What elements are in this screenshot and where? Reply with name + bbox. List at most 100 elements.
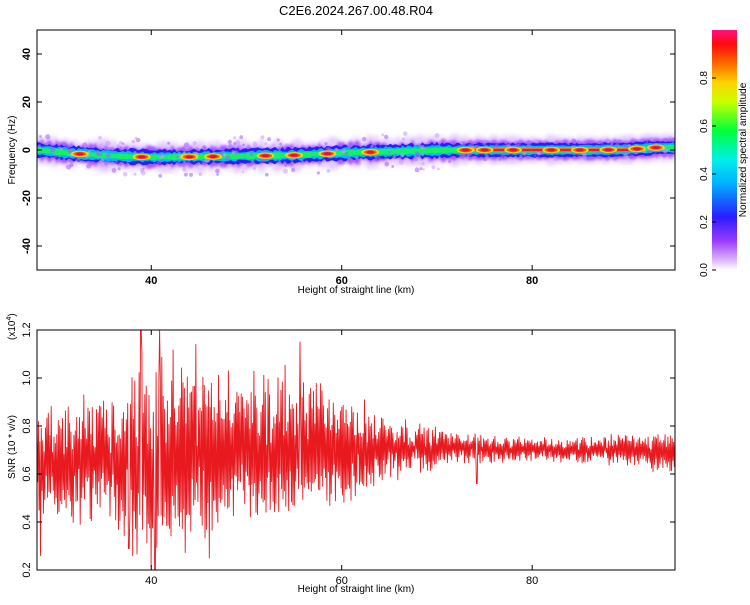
heatmap-speck <box>50 147 56 153</box>
heatmap-speck <box>628 143 631 147</box>
heatmap-speck <box>583 157 587 160</box>
y-tick-label: 0.4 <box>21 514 33 529</box>
heatmap-speck <box>500 154 506 159</box>
heatmap-speck <box>105 140 111 146</box>
heatmap-speck <box>276 138 280 142</box>
heatmap-speck <box>233 142 237 146</box>
heatmap-speck <box>75 157 81 163</box>
heatmap-peak-red <box>290 153 299 157</box>
heatmap-speck <box>83 145 87 149</box>
spectrogram-panel: 40 60 80 -40 -20 0 20 40 Height of straight li… <box>7 29 676 296</box>
heatmap-speck <box>649 137 654 142</box>
heatmap-speck <box>260 135 265 140</box>
heatmap-speck <box>413 157 419 162</box>
heatmap-speck <box>182 167 187 172</box>
snr-panel: 40 60 80 0.2 0.4 0.6 0.8 1.0 1.2 Height of stra… <box>6 313 676 595</box>
heatmap-speck <box>111 168 117 173</box>
heatmap-peak-red <box>366 150 375 154</box>
snr-scale-label: (x104) <box>6 313 18 340</box>
heatmap-speck <box>190 165 194 169</box>
heatmap-speck <box>361 136 367 142</box>
heatmap-speck <box>377 142 380 146</box>
heatmap-peak-red <box>509 148 518 152</box>
heatmap-speck <box>459 153 465 159</box>
heatmap-speck <box>116 144 121 149</box>
heatmap-speck <box>434 133 440 139</box>
heatmap-speck <box>183 172 188 177</box>
heatmap-peak-red <box>461 148 470 152</box>
x-tick-label: 60 <box>336 575 348 587</box>
snr-scale-factor: (x104) <box>6 313 18 340</box>
heatmap-speck <box>239 135 244 140</box>
heatmap-speck <box>672 149 675 155</box>
x-tick-label: 80 <box>526 275 538 287</box>
heatmap-speck <box>553 157 557 162</box>
heatmap-speck <box>571 138 576 144</box>
spectrogram-y-axis-label: Frequency (Hz) <box>7 116 18 185</box>
heatmap-speck <box>448 159 452 163</box>
y-tick-label: 40 <box>21 48 33 60</box>
heatmap-speck <box>610 142 614 146</box>
heatmap-speck <box>98 135 102 140</box>
heatmap-speck <box>117 167 121 171</box>
heatmap-speck <box>99 158 105 164</box>
heatmap-speck <box>225 154 231 161</box>
snr-y-ticks: 0.2 0.4 0.6 0.8 1.0 1.2 <box>21 322 675 578</box>
heatmap-speck <box>167 141 171 145</box>
heatmap-speck <box>39 135 42 138</box>
heatmap-speck <box>201 160 206 165</box>
heatmap-speck <box>284 143 288 147</box>
heatmap-speck <box>482 141 486 145</box>
snr-x-axis-label: Height of straight line (km) <box>298 584 415 595</box>
heatmap-speck <box>241 171 245 174</box>
y-tick-label: -40 <box>21 238 33 254</box>
heatmap-speck <box>98 143 104 148</box>
heatmap-speck <box>357 162 361 166</box>
heatmap-speck <box>267 137 271 142</box>
heatmap-speck <box>375 155 381 162</box>
heatmap-speck <box>324 142 328 146</box>
heatmap-speck <box>215 168 220 174</box>
spectrogram-x-ticks: 40 60 80 <box>145 30 538 287</box>
heatmap-speck <box>402 131 408 136</box>
heatmap-speck <box>623 153 629 159</box>
heatmap-speck <box>252 166 257 171</box>
heatmap-speck <box>634 151 638 155</box>
colorbar: 0.0 0.2 0.4 0.6 0.8 Normalized spectral ampl… <box>699 30 749 277</box>
y-tick-label: -20 <box>21 190 33 206</box>
heatmap-speck <box>517 141 521 146</box>
heatmap-peak-red <box>185 155 194 159</box>
heatmap-speck <box>133 150 137 154</box>
heatmap-speck <box>401 137 406 141</box>
heatmap-speck <box>526 142 530 146</box>
heatmap-speck <box>498 158 501 161</box>
heatmap-speck <box>64 144 70 149</box>
y-tick-label: 1.0 <box>21 370 33 385</box>
heatmap-speck <box>118 140 123 145</box>
heatmap-speck <box>647 149 652 154</box>
heatmap-speck <box>533 154 537 157</box>
colorbar-tick-label: 0.4 <box>699 167 710 181</box>
heatmap-speck <box>242 143 246 147</box>
heatmap-speck <box>355 156 359 160</box>
chart-title: C2E6.2024.267.00.48.R04 <box>279 3 433 18</box>
heatmap-speck <box>437 167 440 171</box>
heatmap-speck <box>510 157 514 161</box>
heatmap-speck <box>192 141 197 146</box>
heatmap-speck <box>282 168 288 174</box>
heatmap-speck <box>613 156 616 160</box>
heatmap-peak-red <box>480 148 489 152</box>
heatmap-speck <box>290 167 296 173</box>
heatmap-peak-red <box>604 148 613 152</box>
spectrogram-y-ticks: -40 -20 0 20 40 <box>21 48 675 254</box>
snr-series-line <box>37 330 675 570</box>
heatmap-speck <box>533 138 539 144</box>
heatmap-speck <box>201 145 207 150</box>
heatmap-speck <box>334 147 338 152</box>
heatmap-speck <box>183 142 190 148</box>
heatmap-speck <box>325 146 331 152</box>
heatmap-speck <box>249 152 254 157</box>
heatmap-speck <box>301 160 304 163</box>
heatmap-speck <box>86 163 91 169</box>
heatmap-speck <box>264 172 269 177</box>
